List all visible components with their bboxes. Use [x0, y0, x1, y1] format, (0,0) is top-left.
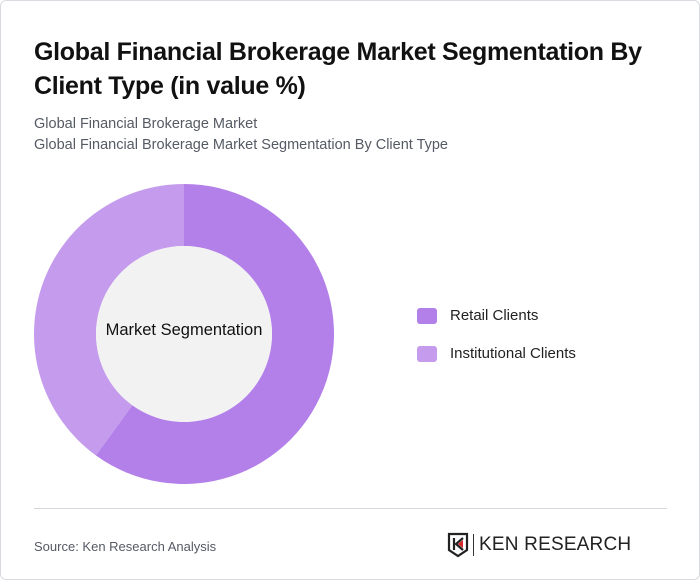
logo-separator — [473, 534, 474, 556]
donut-center-label: Market Segmentation — [105, 321, 263, 339]
ken-shield-icon — [447, 532, 469, 558]
chart-subtitle-secondary: Global Financial Brokerage Market Segmen… — [34, 137, 449, 153]
legend: Retail Clients Institutional Clients — [417, 306, 576, 382]
footer-divider — [34, 508, 667, 509]
chart-title: Global Financial Brokerage Market Segmen… — [34, 38, 642, 100]
legend-swatch-retail — [417, 307, 437, 324]
donut-slice-retail-clients[interactable] — [95, 184, 334, 484]
legend-swatch-institutional — [417, 345, 437, 362]
legend-item-institutional[interactable]: Institutional Clients — [417, 344, 576, 363]
donut-hole — [96, 246, 272, 422]
donut-slice-institutional-clients[interactable] — [34, 184, 185, 456]
ken-research-logo: KEN RESEARCH — [447, 532, 631, 558]
legend-item-retail[interactable]: Retail Clients — [417, 306, 576, 325]
donut-chart — [34, 184, 334, 484]
legend-label: Retail Clients — [450, 307, 539, 324]
legend-label: Institutional Clients — [450, 345, 576, 362]
logo-text: KEN RESEARCH — [479, 534, 632, 555]
chart-subtitle: Global Financial Brokerage Market — [34, 116, 258, 132]
source-note: Source: Ken Research Analysis — [34, 539, 217, 554]
